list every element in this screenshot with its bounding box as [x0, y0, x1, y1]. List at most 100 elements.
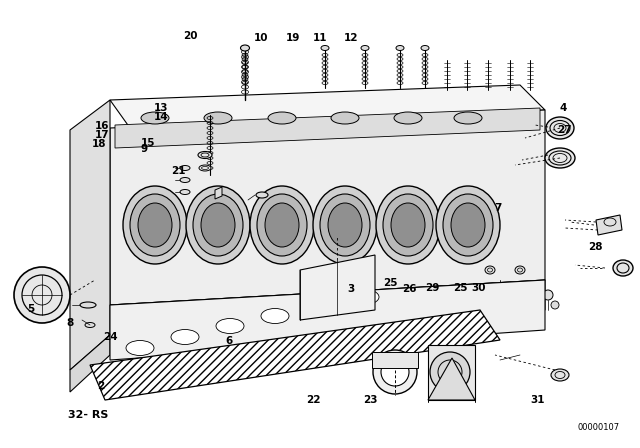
Polygon shape — [70, 100, 110, 370]
Circle shape — [430, 352, 470, 392]
Ellipse shape — [313, 186, 377, 264]
Ellipse shape — [421, 46, 429, 51]
Ellipse shape — [331, 112, 359, 124]
Ellipse shape — [241, 45, 250, 51]
Text: 20: 20 — [184, 31, 198, 41]
Ellipse shape — [250, 186, 314, 264]
Ellipse shape — [328, 203, 362, 247]
Ellipse shape — [199, 165, 211, 171]
Text: 16: 16 — [95, 121, 109, 131]
Ellipse shape — [138, 203, 172, 247]
Text: 26: 26 — [403, 284, 417, 294]
Text: 11: 11 — [313, 33, 327, 43]
Ellipse shape — [180, 165, 190, 171]
Ellipse shape — [171, 329, 199, 345]
Text: 30: 30 — [472, 283, 486, 293]
Text: 29: 29 — [425, 283, 439, 293]
Polygon shape — [110, 280, 545, 335]
Ellipse shape — [320, 194, 370, 256]
Ellipse shape — [454, 112, 482, 124]
Ellipse shape — [361, 46, 369, 51]
Text: 9: 9 — [140, 144, 148, 154]
Ellipse shape — [80, 302, 96, 308]
Ellipse shape — [613, 260, 633, 276]
Polygon shape — [428, 358, 475, 400]
Ellipse shape — [391, 203, 425, 247]
Text: 25: 25 — [383, 278, 397, 288]
Text: 12: 12 — [344, 33, 358, 43]
Ellipse shape — [545, 148, 575, 168]
Text: 24: 24 — [103, 332, 117, 342]
Text: 18: 18 — [92, 139, 106, 149]
Ellipse shape — [193, 194, 243, 256]
Text: 15: 15 — [141, 138, 156, 148]
Ellipse shape — [394, 112, 422, 124]
Circle shape — [520, 290, 530, 300]
Text: 10: 10 — [254, 33, 268, 43]
Text: 7: 7 — [494, 203, 502, 213]
Polygon shape — [215, 187, 222, 199]
Text: 27: 27 — [557, 125, 572, 135]
Circle shape — [551, 301, 559, 309]
Text: 21: 21 — [171, 166, 185, 176]
Ellipse shape — [204, 112, 232, 124]
Polygon shape — [596, 215, 622, 235]
Ellipse shape — [198, 151, 212, 159]
Polygon shape — [90, 310, 500, 400]
Text: 6: 6 — [225, 336, 233, 346]
Text: 8: 8 — [67, 319, 74, 328]
Text: 00000107: 00000107 — [578, 423, 620, 432]
Polygon shape — [428, 345, 475, 400]
Polygon shape — [110, 280, 545, 360]
Ellipse shape — [451, 203, 485, 247]
Text: 32- RS: 32- RS — [68, 410, 108, 420]
Ellipse shape — [126, 340, 154, 356]
Text: 3: 3 — [347, 284, 355, 294]
Text: 31: 31 — [531, 395, 545, 405]
Polygon shape — [115, 108, 540, 148]
Text: 25: 25 — [454, 283, 468, 293]
Ellipse shape — [123, 186, 187, 264]
Polygon shape — [300, 255, 375, 320]
Ellipse shape — [383, 194, 433, 256]
Text: 2: 2 — [97, 381, 105, 391]
Ellipse shape — [256, 192, 268, 198]
Ellipse shape — [321, 46, 329, 51]
Polygon shape — [110, 85, 545, 128]
Ellipse shape — [261, 309, 289, 323]
Text: 19: 19 — [286, 33, 300, 43]
Ellipse shape — [396, 46, 404, 51]
Ellipse shape — [376, 186, 440, 264]
Text: 17: 17 — [95, 130, 109, 140]
Circle shape — [381, 358, 409, 386]
Text: 23: 23 — [363, 395, 377, 405]
Ellipse shape — [265, 203, 299, 247]
Ellipse shape — [130, 194, 180, 256]
Text: 22: 22 — [307, 395, 321, 405]
Ellipse shape — [201, 203, 235, 247]
Ellipse shape — [494, 286, 506, 294]
Ellipse shape — [141, 112, 169, 124]
Text: 13: 13 — [154, 103, 168, 112]
Ellipse shape — [216, 319, 244, 333]
Ellipse shape — [551, 369, 569, 381]
Polygon shape — [70, 335, 110, 392]
Ellipse shape — [546, 117, 574, 139]
Polygon shape — [110, 110, 545, 305]
Circle shape — [536, 301, 544, 309]
Circle shape — [373, 350, 417, 394]
Circle shape — [14, 267, 70, 323]
Text: 4: 4 — [559, 103, 567, 113]
Ellipse shape — [515, 266, 525, 274]
Ellipse shape — [186, 186, 250, 264]
Ellipse shape — [241, 46, 249, 51]
Ellipse shape — [485, 266, 495, 274]
Circle shape — [543, 290, 553, 300]
Polygon shape — [372, 352, 418, 368]
Ellipse shape — [351, 289, 379, 305]
Text: 14: 14 — [154, 112, 168, 122]
Text: 5: 5 — [27, 304, 35, 314]
Ellipse shape — [268, 112, 296, 124]
Ellipse shape — [436, 186, 500, 264]
Ellipse shape — [180, 190, 190, 194]
